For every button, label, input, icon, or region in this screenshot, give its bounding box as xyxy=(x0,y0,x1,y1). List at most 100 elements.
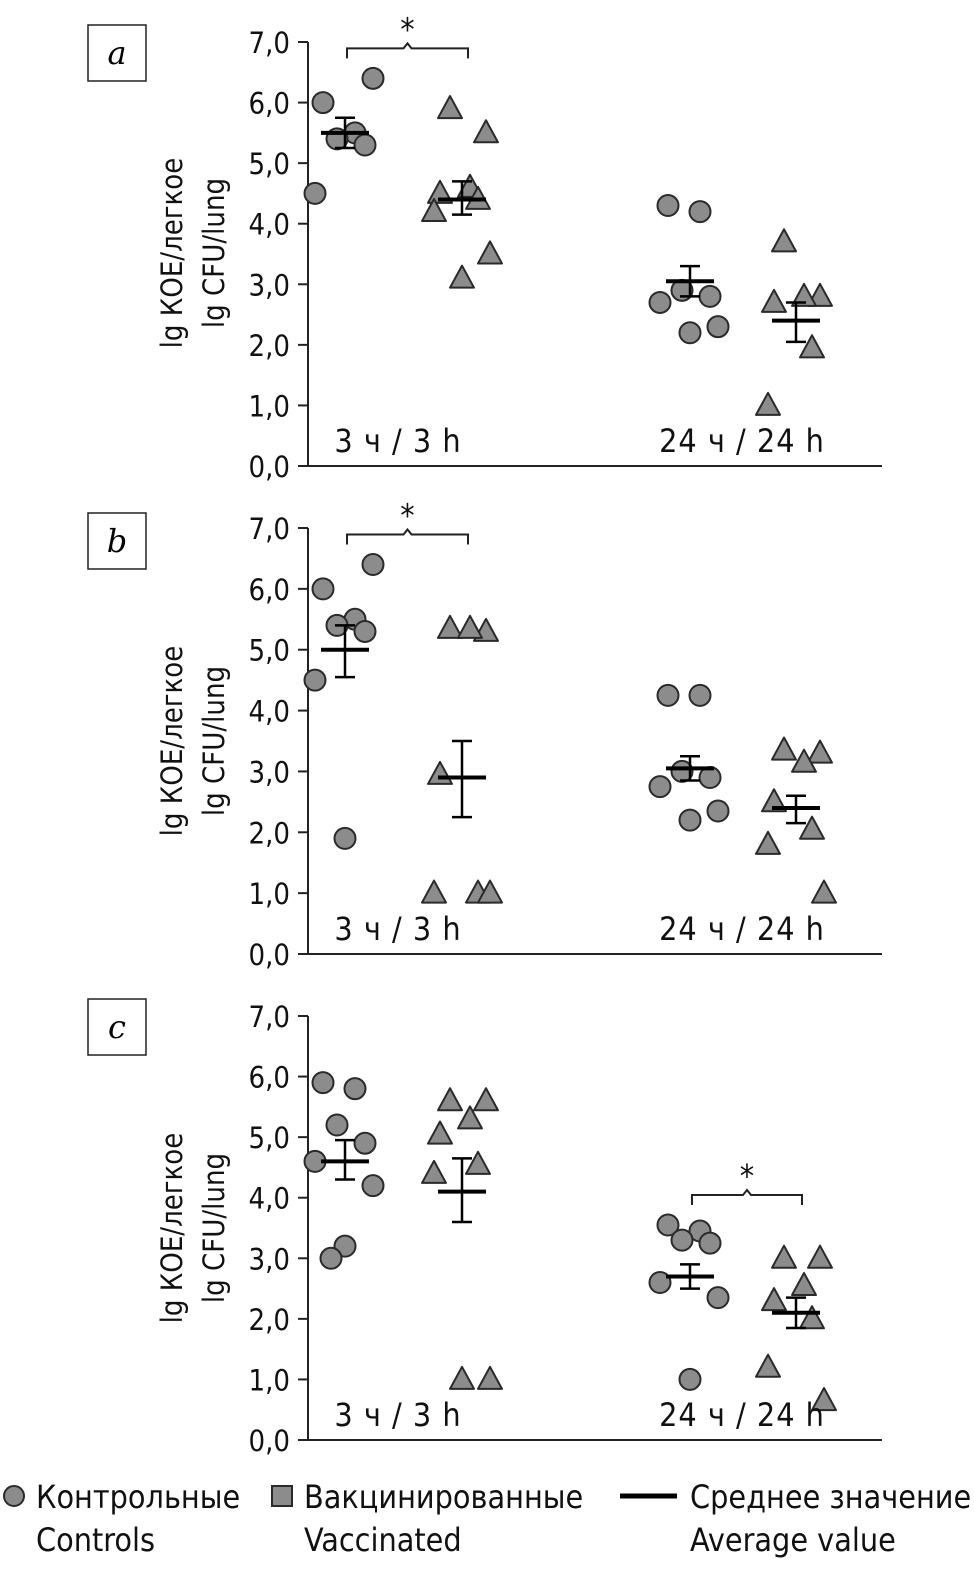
panel-a-vaccinated-point xyxy=(791,282,817,307)
panel-b-vaccinated-point xyxy=(811,879,837,904)
panel-a-vaccinated-point xyxy=(421,198,447,223)
panel-c: c lg КОЕ/легкое lg CFU/lung 0,0 1,0 2,0 3,0… xyxy=(87,998,882,1458)
panel-b-y-tick-label: 3,0 xyxy=(249,755,290,789)
panel-c-significance-bracket xyxy=(691,1188,803,1205)
panel-b-control-point xyxy=(333,826,357,850)
panel-a-significance-bracket xyxy=(346,41,469,59)
legend-mean-ru: Среднее значение xyxy=(690,1478,971,1516)
panel-a-vaccinated-point xyxy=(473,119,499,144)
panel-a-ylabel-en: lg CFU/lung xyxy=(197,178,231,328)
panel-c-vaccinated-point xyxy=(473,1087,499,1112)
panel-c-vaccinated-point xyxy=(437,1087,463,1112)
panel-c-control-point xyxy=(706,1286,730,1310)
panel-a-control-point xyxy=(361,66,385,90)
panel-a-vaccinated-point xyxy=(771,228,797,253)
panel-b-vaccinated-point xyxy=(427,760,453,785)
panel-b-group-label-3h: 3 ч / 3 h xyxy=(334,910,461,948)
panel-a-control-point xyxy=(678,321,702,345)
panel-b-y-tick-label: 6,0 xyxy=(249,573,290,607)
panel-a-vaccinated-point xyxy=(449,264,475,289)
panel-b-y-tick-label: 2,0 xyxy=(249,816,290,850)
panel-a-control-point xyxy=(648,290,672,314)
panel-c-control-point xyxy=(648,1271,672,1295)
panel-b-vaccinated-point xyxy=(761,788,787,813)
panel-b-vaccinated-point xyxy=(807,739,833,764)
panel-c-significance-mark: * xyxy=(740,1157,754,1195)
panel-b-vaccinated-point xyxy=(791,748,817,773)
panel-c-vaccinated-point xyxy=(799,1305,825,1330)
panel-b-y-tick-label: 0,0 xyxy=(249,938,290,972)
panel-a-group-label-24h: 24 ч / 24 h xyxy=(659,422,825,460)
panel-a-control-point xyxy=(698,284,722,308)
legend-vaccinated-ru: Вакцинированные xyxy=(304,1478,583,1516)
panel-b-control-point xyxy=(670,759,694,783)
panel-a-y-tick-label: 3,0 xyxy=(249,268,290,302)
panel-b-ylabel-ru: lg КОЕ/легкое xyxy=(155,646,189,837)
panel-c-control-point xyxy=(319,1246,343,1270)
panel-c-control-point xyxy=(361,1174,385,1198)
legend: Контрольные Controls Вакцинированные Vac… xyxy=(3,1478,971,1559)
panel-c-group-label-24h: 24 ч / 24 h xyxy=(659,1396,825,1434)
panel-c-vaccinated-point xyxy=(755,1353,781,1378)
panel-a-vaccinated-point xyxy=(799,334,825,359)
panel-b-significance-mark: * xyxy=(400,497,414,535)
legend-vaccinated-marker xyxy=(271,1485,293,1507)
panel-a-y-tick-label: 5,0 xyxy=(249,147,290,181)
panel-c-control-point xyxy=(678,1367,702,1391)
panel-a-vaccinated-point xyxy=(437,95,463,120)
panel-c-letter: c xyxy=(108,1008,126,1046)
panel-b-control-point xyxy=(706,799,730,823)
panel-b-significance-bracket xyxy=(346,527,469,545)
panel-c-ylabel-ru: lg КОЕ/легкое xyxy=(155,1133,189,1324)
panel-c-vaccinated-point xyxy=(811,1387,837,1412)
panel-b-ylabel-en: lg CFU/lung xyxy=(197,666,231,816)
panel-a-ylabel-ru: lg КОЕ/легкое xyxy=(155,158,189,349)
panel-c-y-tick-label: 6,0 xyxy=(249,1061,290,1095)
panel-a-y-tick-label: 6,0 xyxy=(249,87,290,121)
panel-c-y-tick-label: 7,0 xyxy=(249,1000,290,1034)
legend-controls-marker xyxy=(3,1485,25,1507)
panel-c-y-tick-label: 5,0 xyxy=(249,1121,290,1155)
panel-a-control-point xyxy=(706,315,730,339)
panel-b-vaccinated-point xyxy=(771,736,797,761)
panel-c-control-point xyxy=(311,1071,335,1095)
panel-c-letter-box xyxy=(87,998,147,1056)
panel-a-plot: 0,0 1,0 2,0 3,0 4,0 5,0 6,0 7,0 * xyxy=(249,10,882,484)
panel-b-y-tick-label: 4,0 xyxy=(249,695,290,729)
panel-a-control-point xyxy=(303,181,327,205)
panel-b-vaccinated-point xyxy=(799,815,825,840)
panel-c-control-point xyxy=(656,1213,680,1237)
panel-c-vaccinated-point xyxy=(791,1271,817,1296)
panel-a-vaccinated-point xyxy=(761,288,787,313)
panel-a-control-point xyxy=(353,133,377,157)
panel-c-y-tick-label: 3,0 xyxy=(249,1242,290,1276)
panel-b-y-tick-label: 5,0 xyxy=(249,634,290,668)
panel-b-y-tick-label: 7,0 xyxy=(249,512,290,546)
panel-b-group-label-24h: 24 ч / 24 h xyxy=(659,910,825,948)
panel-c-y-tick-label: 1,0 xyxy=(249,1363,290,1397)
panel-c-y-tick-label: 2,0 xyxy=(249,1303,290,1337)
panel-a-y-tick-label: 2,0 xyxy=(249,329,290,363)
panel-b-vaccinated-point xyxy=(755,830,781,855)
panel-c-vaccinated-point xyxy=(477,1365,503,1390)
panel-b-control-point xyxy=(688,683,712,707)
legend-controls-en: Controls xyxy=(36,1521,155,1559)
panel-c-vaccinated-point xyxy=(449,1365,475,1390)
panel-a-vaccinated-point xyxy=(477,240,503,265)
panel-b-control-point xyxy=(678,808,702,832)
panel-b-control-point xyxy=(648,775,672,799)
panel-b-letter-box xyxy=(87,512,147,570)
panel-a-control-point xyxy=(688,200,712,224)
panel-b-vaccinated-point xyxy=(437,614,463,639)
panel-c-vaccinated-point xyxy=(465,1150,491,1175)
panel-c-group-label-3h: 3 ч / 3 h xyxy=(334,1396,461,1434)
panel-c-control-point xyxy=(698,1231,722,1255)
panel-c-vaccinated-point xyxy=(421,1159,447,1184)
panel-a-vaccinated-point xyxy=(427,179,453,204)
panel-a-y-tick-label: 7,0 xyxy=(249,26,290,60)
panel-c-y-tick-label: 0,0 xyxy=(249,1424,290,1458)
legend-vaccinated-en: Vaccinated xyxy=(304,1521,462,1559)
panel-a-control-point xyxy=(656,194,680,218)
panel-b-control-point xyxy=(353,619,377,643)
